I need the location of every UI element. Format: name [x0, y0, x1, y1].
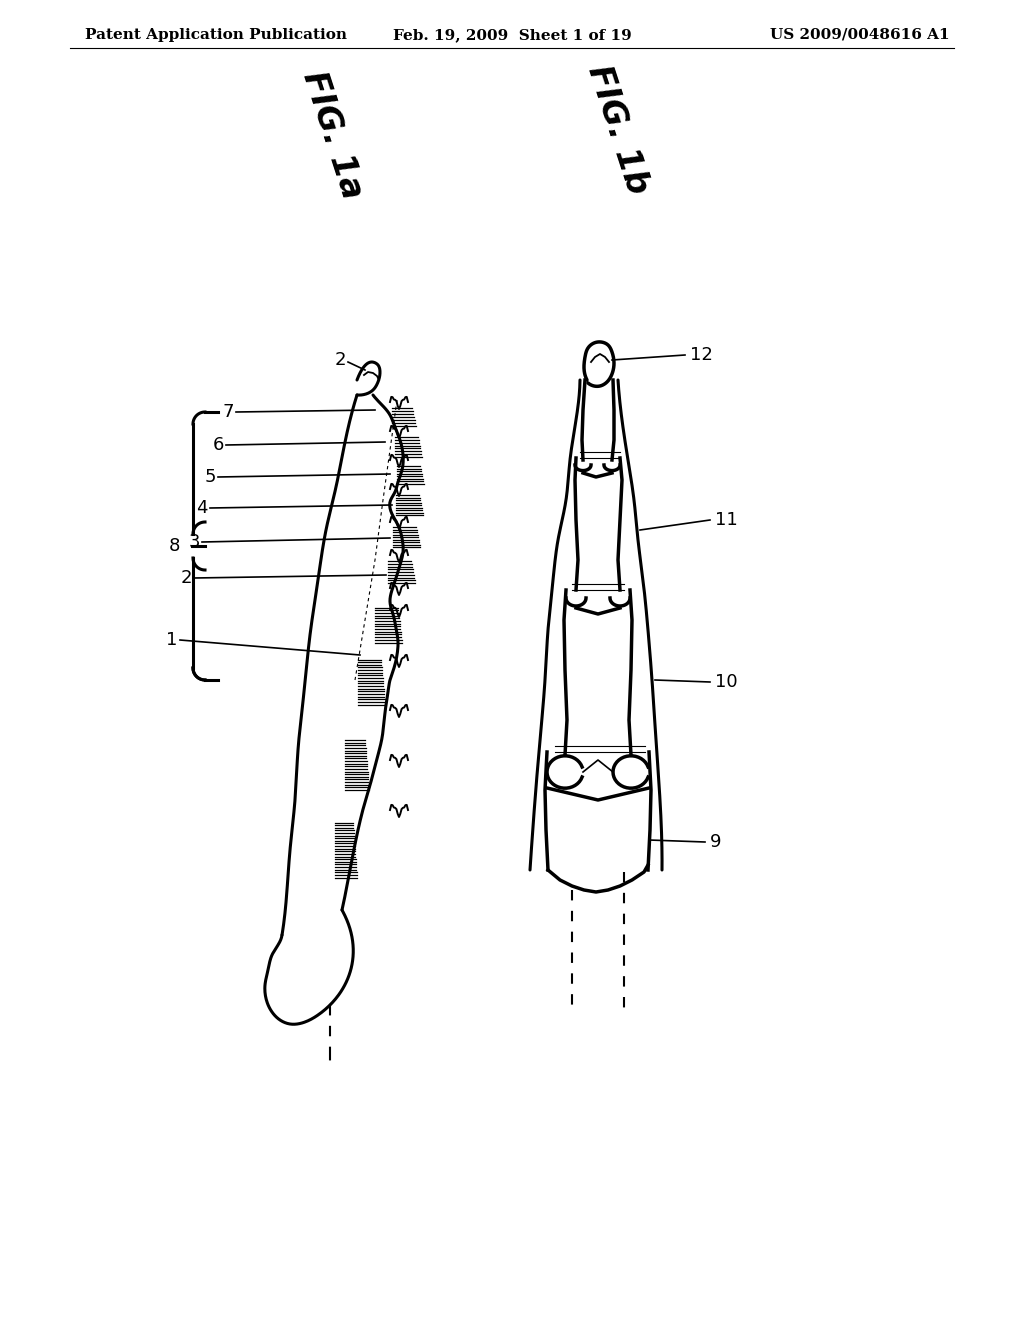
Text: 4: 4 — [197, 499, 208, 517]
Text: 3: 3 — [188, 533, 200, 550]
Text: 9: 9 — [710, 833, 722, 851]
Text: Patent Application Publication: Patent Application Publication — [85, 28, 347, 42]
Text: 6: 6 — [212, 436, 223, 454]
Text: US 2009/0048616 A1: US 2009/0048616 A1 — [770, 28, 950, 42]
Text: Feb. 19, 2009  Sheet 1 of 19: Feb. 19, 2009 Sheet 1 of 19 — [392, 28, 632, 42]
Text: 1: 1 — [166, 631, 178, 649]
Text: FIG. 1b: FIG. 1b — [582, 61, 654, 199]
Text: 10: 10 — [715, 673, 737, 690]
Text: FIG. 1a: FIG. 1a — [297, 67, 370, 203]
Text: 2: 2 — [180, 569, 191, 587]
Text: 5: 5 — [204, 469, 216, 486]
Text: 8: 8 — [168, 537, 179, 554]
Text: 12: 12 — [690, 346, 713, 364]
Text: 2: 2 — [334, 351, 346, 370]
Text: 11: 11 — [715, 511, 737, 529]
Text: 7: 7 — [222, 403, 233, 421]
